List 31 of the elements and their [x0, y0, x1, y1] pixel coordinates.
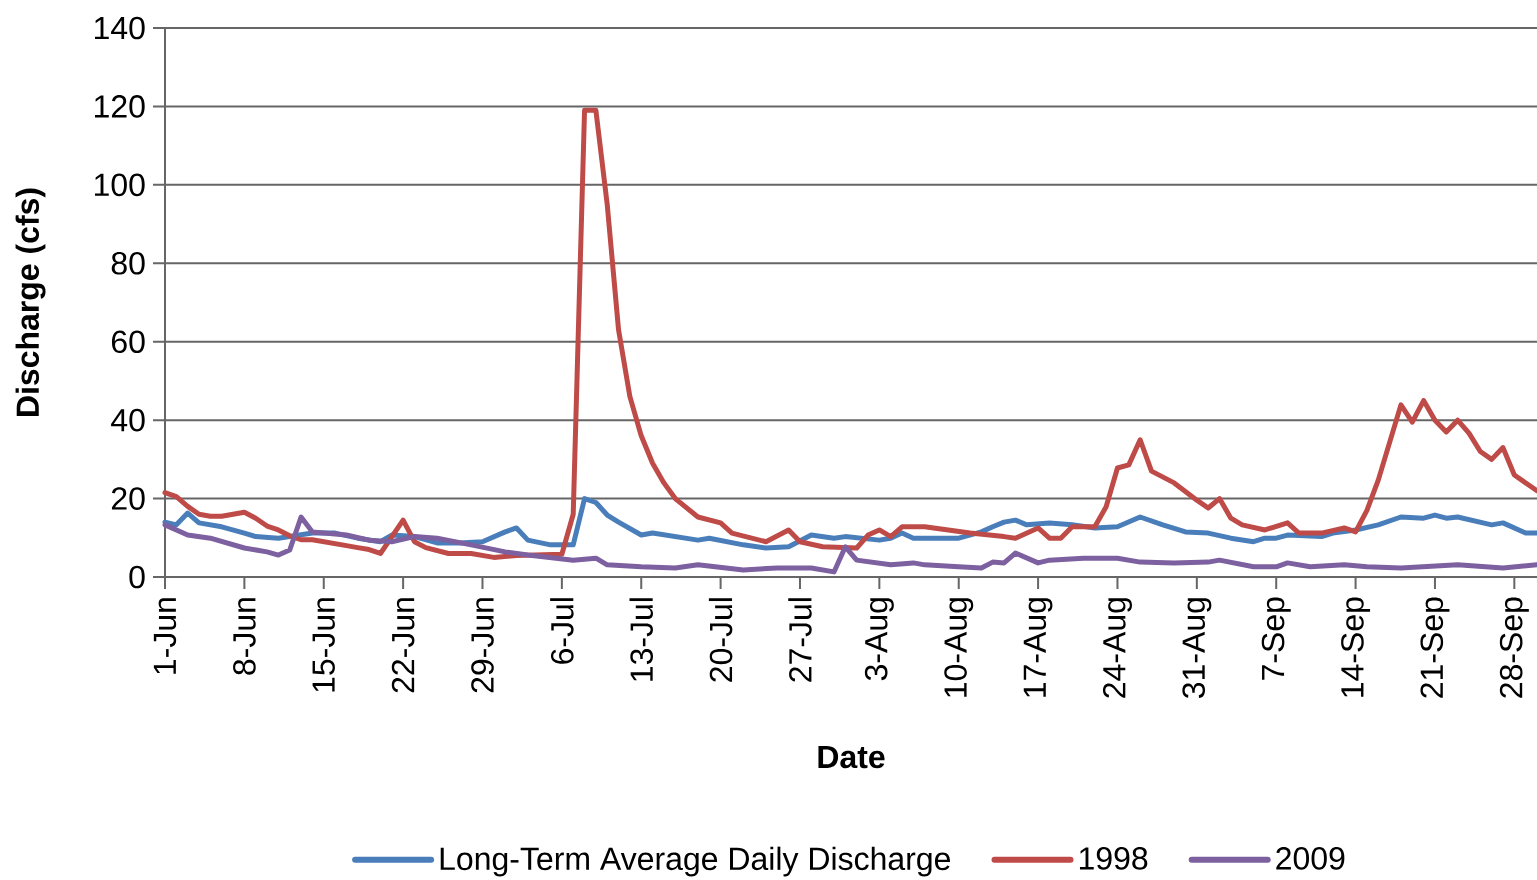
- x-tick-label: 31-Aug: [1182, 598, 1212, 699]
- y-tick-label: 140: [95, 16, 145, 40]
- x-tick-label: 17-Aug: [1023, 598, 1053, 697]
- x-tick-label: 21-Sep: [1420, 597, 1450, 698]
- x-tick-label: 1-Jun: [153, 598, 177, 674]
- x-tick-label: 24-Aug: [1102, 598, 1132, 698]
- y-tick-label: 20: [111, 487, 145, 510]
- x-tick-label: 6-Jul: [550, 598, 574, 664]
- x-tick-label: 29-Jun: [471, 598, 494, 693]
- x-tick-label: 15-Jun: [312, 598, 335, 692]
- x-tick-label: 3-Aug: [864, 598, 894, 681]
- y-tick-label: 0: [129, 565, 145, 589]
- y-tick-label: 100: [95, 173, 145, 197]
- x-tick-label: 8-Jun: [233, 598, 256, 675]
- x-tick-label: 27-Jul: [788, 598, 812, 682]
- legend-label: Long-Term Average Daily Discharge: [440, 846, 950, 877]
- x-tick-label: 20-Jul: [708, 598, 733, 682]
- x-tick-label: 14-Sep: [1341, 597, 1371, 697]
- y-tick-label: 40: [111, 408, 145, 432]
- x-tick-label: 22-Jun: [391, 598, 415, 693]
- y-tick-label: 80: [111, 251, 145, 275]
- x-axis-title: Date: [818, 745, 885, 769]
- x-tick-label: 10-Aug: [944, 598, 974, 697]
- legend-label: 2009: [1276, 847, 1345, 870]
- x-tick-label: 13-Jul: [629, 598, 653, 681]
- legend-label: 1998: [1079, 847, 1148, 870]
- y-tick-label: 120: [95, 95, 145, 118]
- x-tick-label: 7-Sep: [1261, 597, 1291, 680]
- y-tick-label: 60: [111, 330, 145, 354]
- y-axis-title: Discharge (cfs): [15, 188, 46, 416]
- x-tick-label: 28-Sep: [1499, 597, 1529, 698]
